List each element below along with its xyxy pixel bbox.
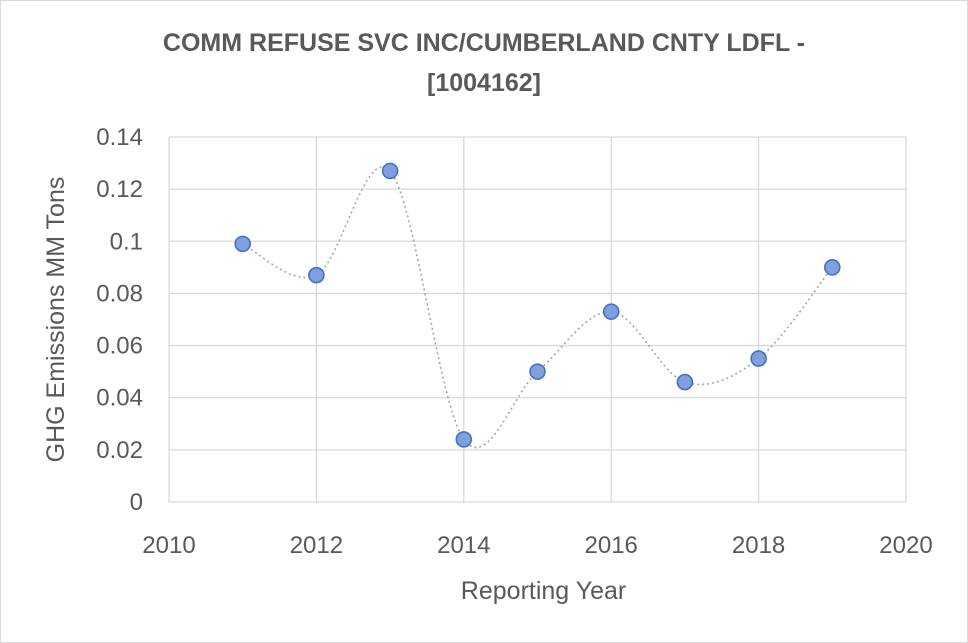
- y-tick-label: 0.14: [96, 124, 143, 151]
- x-axis-title: Reporting Year: [461, 577, 626, 605]
- chart-title: COMM REFUSE SVC INC/CUMBERLAND CNTY LDFL…: [1, 23, 967, 103]
- data-point: [823, 259, 841, 276]
- gridlines: [168, 136, 907, 503]
- x-tick-label: 2012: [290, 532, 343, 559]
- data-point: [381, 162, 399, 180]
- x-tick-label: 2014: [437, 532, 490, 559]
- data-point: [308, 266, 325, 284]
- y-tick-label: 0.12: [96, 176, 143, 203]
- x-tick-label: 2016: [585, 532, 638, 559]
- tick-labels: 0 0.02 0.04 0.06 0.08 0.1 0.12 0.14 2010 2012 2014…: [96, 124, 932, 559]
- y-tick-label: 0.02: [96, 437, 143, 464]
- x-tick-label: 2018: [732, 532, 785, 559]
- x-tick-label: 2020: [879, 532, 932, 559]
- data-point: [602, 303, 620, 320]
- y-axis-title: GHG Emissions MM Tons: [42, 177, 70, 463]
- data-point: [234, 235, 251, 253]
- data-point: [750, 350, 767, 367]
- trend-line: [242, 166, 833, 449]
- y-tick-label: 0.08: [96, 280, 143, 307]
- y-tick-label: 0: [130, 489, 143, 516]
- data-point: [529, 363, 546, 380]
- chart-title-line-1: COMM REFUSE SVC INC/CUMBERLAND CNTY LDFL…: [162, 29, 806, 57]
- series-line: [242, 166, 833, 449]
- y-tick-label: 0.06: [96, 333, 143, 360]
- data-points: [234, 162, 841, 448]
- data-point: [676, 373, 694, 391]
- y-tick-label: 0.04: [96, 385, 143, 412]
- data-point: [455, 431, 473, 448]
- y-tick-label: 0.1: [110, 228, 143, 255]
- x-tick-label: 2010: [142, 532, 195, 559]
- chart-title-line-2: [1004162]: [427, 69, 541, 97]
